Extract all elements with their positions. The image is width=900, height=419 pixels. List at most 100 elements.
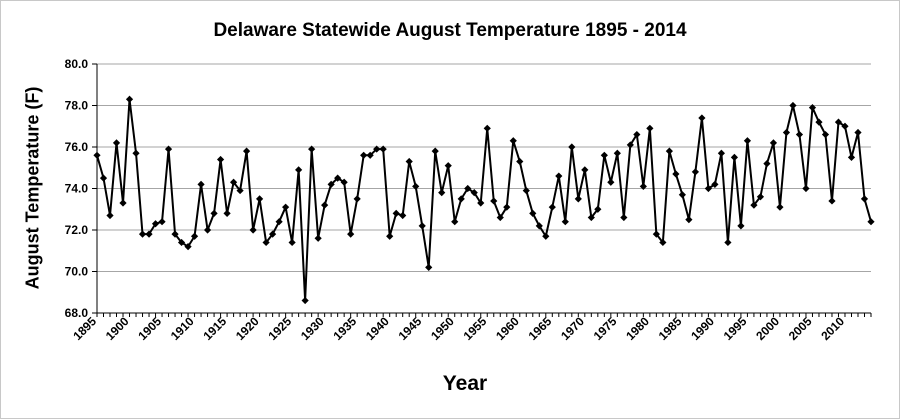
data-point: [860, 195, 869, 203]
data-point: [789, 101, 797, 110]
data-point: [490, 197, 498, 205]
data-point: [457, 195, 465, 203]
data-point: [626, 141, 634, 149]
data-point: [847, 153, 856, 161]
data-point: [678, 191, 686, 199]
data-point: [347, 230, 355, 238]
data-point: [717, 149, 726, 157]
data-point: [743, 137, 752, 145]
data-point: [229, 178, 238, 186]
data-point: [581, 166, 589, 174]
data-point: [561, 218, 569, 226]
data-point: [815, 118, 823, 126]
data-point: [802, 184, 810, 193]
data-point: [659, 238, 667, 247]
data-point: [522, 186, 530, 195]
x-tick-label: 1975: [591, 314, 620, 343]
y-tick-label: 78.0: [65, 99, 89, 113]
data-point: [438, 189, 446, 197]
data-point: [698, 114, 706, 122]
data-point: [327, 180, 335, 188]
data-point: [106, 211, 114, 220]
data-point: [223, 209, 231, 217]
data-point: [171, 230, 179, 238]
data-point: [340, 178, 348, 186]
axes: [92, 63, 872, 317]
data-point: [190, 232, 199, 240]
data-point: [145, 230, 153, 238]
data-point: [477, 199, 485, 207]
data-point: [158, 218, 166, 226]
data-point: [386, 232, 394, 240]
data-point: [112, 139, 121, 147]
data-point: [529, 209, 537, 217]
data-point: [496, 213, 504, 222]
data-point: [535, 222, 543, 230]
x-tick-label: 1945: [396, 314, 425, 343]
data-point: [119, 199, 127, 207]
data-point: [151, 220, 160, 228]
x-tick-label: 1940: [363, 314, 392, 343]
series-line: [96, 98, 872, 302]
data-point: [412, 182, 420, 191]
data-point: [672, 170, 680, 178]
data-point: [418, 222, 426, 230]
data-series: [93, 95, 875, 305]
data-point: [405, 157, 413, 166]
data-point: [236, 186, 244, 195]
data-point: [451, 218, 459, 226]
data-point: [321, 201, 329, 209]
data-point: [763, 160, 771, 168]
data-point: [334, 174, 342, 182]
y-tick-label: 76.0: [65, 140, 89, 154]
data-point: [470, 189, 478, 197]
data-point: [665, 147, 673, 155]
data-point: [548, 203, 556, 211]
x-tick-label: 1925: [265, 314, 294, 343]
data-point: [841, 122, 849, 130]
data-point: [269, 230, 277, 238]
x-tick-labels: 1895 1900 1905 1910 1915 1920 1925 1930 1935 1940…: [70, 314, 847, 343]
x-tick-label: 1920: [233, 314, 262, 343]
x-tick-label: 1915: [200, 314, 229, 343]
data-point: [314, 234, 322, 242]
data-point: [210, 209, 218, 217]
data-point: [197, 180, 205, 188]
data-point: [555, 172, 563, 180]
data-point: [750, 201, 758, 209]
data-point: [808, 103, 817, 112]
data-point: [164, 145, 173, 153]
data-point: [516, 157, 524, 166]
data-point: [99, 174, 108, 182]
data-point: [301, 296, 309, 305]
data-point: [256, 195, 264, 203]
data-point: [399, 211, 407, 220]
x-tick-label: 1995: [721, 314, 750, 343]
data-point: [483, 124, 491, 132]
data-point: [542, 232, 550, 240]
data-point: [867, 218, 875, 226]
x-tick-label: 1965: [526, 314, 555, 343]
x-tick-label: 1960: [493, 314, 522, 343]
x-tick-label: 1905: [135, 314, 164, 343]
data-point: [594, 205, 602, 213]
y-tick-label: 68.0: [65, 306, 89, 320]
gridlines: [97, 63, 871, 272]
data-point: [821, 130, 830, 139]
data-point: [308, 145, 316, 153]
data-point: [704, 184, 712, 193]
data-point: [177, 238, 186, 247]
data-point: [262, 238, 270, 247]
x-tick-label: 1985: [656, 314, 685, 343]
x-tick-label: 1950: [428, 314, 457, 343]
data-point: [125, 95, 134, 103]
data-point: [216, 155, 225, 164]
data-point: [360, 151, 368, 159]
x-tick-label: 1970: [558, 314, 587, 343]
data-point: [639, 182, 647, 191]
data-point: [503, 203, 511, 211]
data-point: [431, 147, 439, 155]
data-point: [366, 151, 374, 159]
